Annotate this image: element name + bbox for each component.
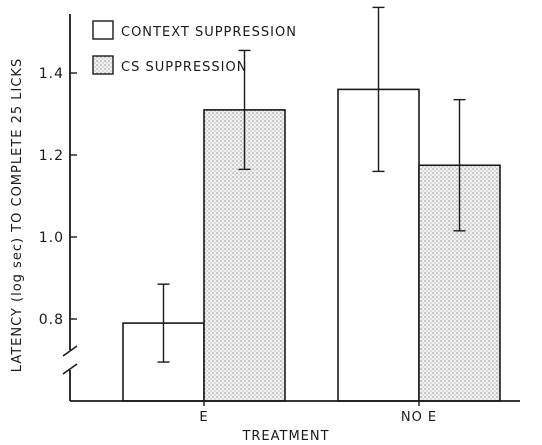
x-axis-label: TREATMENT [241, 429, 329, 444]
y-tick-label: 0.8 [39, 312, 64, 328]
y-tick-label: 1.4 [39, 66, 64, 82]
legend-label-context: CONTEXT SUPPRESSION [121, 25, 297, 40]
legend-label-cs: CS SUPPRESSION [121, 60, 247, 75]
y-axis-label: LATENCY (log sec) TO COMPLETE 25 LICKS [10, 58, 25, 372]
legend-swatch-context [92, 20, 114, 40]
error-bar-context-e [157, 283, 170, 363]
x-tick-label: NO E [401, 410, 437, 425]
axis-break-mark [62, 363, 78, 375]
error-bar-context-no-e [372, 6, 385, 173]
error-bar-cs-no-e [453, 98, 466, 232]
y-tick-label: 1.0 [39, 230, 64, 246]
legend: CONTEXT SUPPRESSION CS SUPPRESSION [92, 20, 297, 75]
axis-break-mark [62, 345, 78, 357]
y-ticks-layer: 0.8 1.0 1.2 1.4 [39, 66, 77, 328]
error-bars-layer [157, 6, 466, 363]
error-bar-cs-e [238, 49, 251, 171]
bars-layer [122, 88, 501, 402]
legend-swatch-cs [92, 55, 114, 75]
axes-layer [62, 14, 520, 402]
x-ticks-layer: E NO E [199, 401, 437, 425]
y-tick-label: 1.2 [39, 148, 64, 164]
x-tick-label: E [199, 410, 208, 425]
